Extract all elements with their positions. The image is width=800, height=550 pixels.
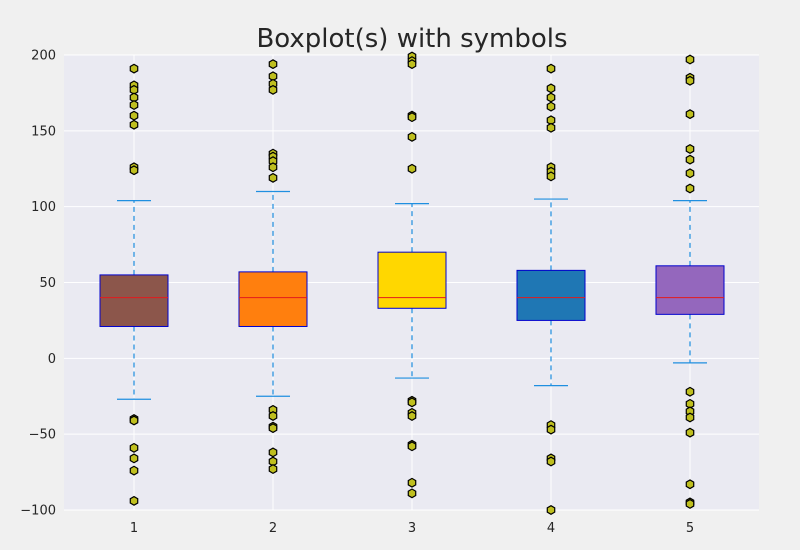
y-tick-label: 50 [39, 276, 56, 291]
box-body [655, 265, 725, 315]
outlier-point [129, 495, 139, 506]
box-group [377, 51, 447, 499]
outlier-point [407, 59, 417, 70]
outlier-point [129, 63, 139, 74]
outlier-point [407, 163, 417, 174]
outlier-point [407, 397, 417, 408]
y-tick-label: 100 [31, 200, 56, 215]
outlier-point [268, 423, 278, 434]
box-body [516, 269, 586, 321]
outlier-point [685, 54, 695, 65]
outlier-point [407, 477, 417, 488]
outlier-point [268, 84, 278, 95]
y-tick-label: 0 [48, 352, 56, 367]
box-group [516, 63, 586, 515]
outlier-point [685, 154, 695, 165]
y-tick-label: −50 [29, 428, 56, 443]
outlier-point [546, 92, 556, 103]
outlier-point [546, 424, 556, 435]
x-tick-label: 5 [686, 521, 694, 536]
outlier-point [685, 183, 695, 194]
outlier-point [407, 488, 417, 499]
outlier-point [129, 165, 139, 176]
box-group [655, 54, 725, 509]
boxes-layer [99, 51, 725, 515]
y-axis-ticks: −100 −50 0 50 100 150 200 [20, 49, 56, 519]
outlier-point [546, 456, 556, 467]
outlier-point [129, 442, 139, 453]
box-body [238, 271, 308, 327]
box-body [377, 251, 447, 309]
outlier-point [546, 122, 556, 133]
outlier-point [546, 63, 556, 74]
x-tick-label: 1 [130, 521, 138, 536]
x-tick-label: 3 [408, 521, 416, 536]
outlier-point [546, 505, 556, 515]
outlier-point [268, 172, 278, 183]
outlier-point [546, 83, 556, 94]
x-tick-label: 2 [269, 521, 277, 536]
outlier-point [685, 109, 695, 120]
outlier-point [546, 171, 556, 182]
box-group [99, 63, 169, 506]
outlier-point [268, 464, 278, 475]
outlier-point [129, 100, 139, 111]
outlier-point [129, 453, 139, 464]
chart-title: Boxplot(s) with symbols [256, 24, 567, 54]
x-tick-label: 4 [547, 521, 555, 536]
outlier-point [407, 112, 417, 123]
outlier-point [685, 144, 695, 155]
outlier-point [685, 427, 695, 438]
outlier-point [407, 410, 417, 421]
outlier-point [407, 131, 417, 142]
x-axis-ticks: 1 2 3 4 5 [130, 521, 694, 536]
outlier-point [268, 162, 278, 173]
outlier-point [129, 415, 139, 426]
outlier-point [685, 479, 695, 490]
box-group [238, 59, 308, 475]
y-tick-label: 200 [31, 49, 56, 64]
outlier-point [129, 110, 139, 121]
outlier-point [685, 498, 695, 509]
outlier-point [685, 168, 695, 179]
outlier-point [268, 410, 278, 421]
outlier-point [129, 119, 139, 130]
outlier-point [129, 465, 139, 476]
outlier-point [685, 386, 695, 397]
outlier-point [546, 101, 556, 112]
outlier-point [685, 75, 695, 86]
y-tick-label: −100 [20, 504, 56, 519]
outlier-point [685, 412, 695, 423]
box-body [99, 274, 169, 327]
y-tick-label: 150 [31, 124, 56, 139]
outlier-point [268, 447, 278, 458]
outlier-point [407, 441, 417, 452]
outlier-point [268, 59, 278, 70]
